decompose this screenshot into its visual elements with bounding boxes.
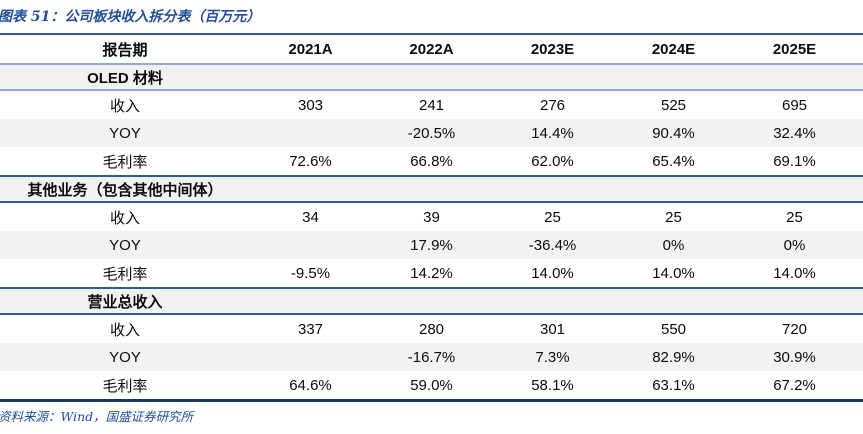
- table-row-other-gross-margin: 毛利率 -9.5% 14.2% 14.0% 14.0% 14.0%: [0, 259, 863, 287]
- header-year-2021a: 2021A: [288, 40, 333, 58]
- cell-value: 59.0%: [410, 376, 453, 394]
- row-label: 收入: [109, 209, 140, 227]
- cell-value: 62.0%: [531, 152, 574, 170]
- source-note: 资料来源：Wind，国盛证券研究所: [0, 409, 194, 424]
- cell-value: 39: [423, 208, 440, 226]
- cell-value: 58.1%: [531, 376, 574, 394]
- cell-value: 280: [418, 320, 445, 338]
- cell-value: -9.5%: [290, 264, 331, 282]
- cell-value: 337: [297, 320, 324, 338]
- cell-value: 64.6%: [289, 376, 332, 394]
- cell-value: 301: [539, 320, 566, 338]
- cell-value: 67.2%: [773, 376, 816, 394]
- report-figure: 图表 51：公司板块收入拆分表（百万元） 报告期 2021A 2022A 202…: [0, 6, 863, 425]
- cell-value: 14.0%: [652, 264, 695, 282]
- cell-value: 66.8%: [410, 152, 453, 170]
- section-row-oled-materials: OLED 材料: [0, 63, 863, 91]
- cell-value: -20.5%: [407, 124, 456, 142]
- row-label: 收入: [109, 321, 140, 339]
- cell-value: 0%: [783, 236, 806, 254]
- section-row-other-business: 其他业务（包含其他中间体）: [0, 175, 863, 203]
- header-year-2022a: 2022A: [409, 40, 454, 58]
- header-year-2025e: 2025E: [772, 40, 817, 58]
- cell-value: 82.9%: [652, 348, 695, 366]
- header-year-2023e: 2023E: [530, 40, 575, 58]
- section-title: 其他业务（包含其他中间体）: [27, 181, 223, 199]
- cell-value: 90.4%: [652, 124, 695, 142]
- table-row-other-revenue: 收入 34 39 25 25 25: [0, 203, 863, 231]
- cell-value: 34: [302, 208, 319, 226]
- row-label: YOY: [109, 348, 141, 366]
- cell-value: 69.1%: [773, 152, 816, 170]
- header-report-period: 报告期: [102, 41, 148, 59]
- cell-value: 14.0%: [773, 264, 816, 282]
- row-label: YOY: [109, 124, 141, 142]
- section-title: OLED 材料: [87, 69, 163, 87]
- cell-value: 14.0%: [531, 264, 574, 282]
- revenue-breakdown-table: 报告期 2021A 2022A 2023E 2024E 2025E OLED 材…: [0, 33, 863, 402]
- cell-value: 695: [781, 96, 808, 114]
- table-row-total-revenue-value: 收入 337 280 301 550 720: [0, 315, 863, 343]
- table-row-oled-gross-margin: 毛利率 72.6% 66.8% 62.0% 65.4% 69.1%: [0, 147, 863, 175]
- cell-value: 17.9%: [410, 236, 453, 254]
- cell-value: 303: [297, 96, 324, 114]
- table-row-total-gross-margin: 毛利率 64.6% 59.0% 58.1% 63.1% 67.2%: [0, 371, 863, 399]
- row-label: 毛利率: [102, 265, 148, 283]
- cell-value: 525: [660, 96, 687, 114]
- row-label: 毛利率: [102, 377, 148, 395]
- row-label: 毛利率: [102, 153, 148, 171]
- section-row-total-revenue: 营业总收入: [0, 287, 863, 315]
- cell-value: 32.4%: [773, 124, 816, 142]
- cell-value: 65.4%: [652, 152, 695, 170]
- row-label: YOY: [109, 236, 141, 254]
- cell-value: 550: [660, 320, 687, 338]
- cell-value: 72.6%: [289, 152, 332, 170]
- cell-value: 14.2%: [410, 264, 453, 282]
- cell-value: 14.4%: [531, 124, 574, 142]
- cell-value: 30.9%: [773, 348, 816, 366]
- table-row-other-yoy: YOY 17.9% -36.4% 0% 0%: [0, 231, 863, 259]
- cell-value: 25: [665, 208, 682, 226]
- cell-value: 276: [539, 96, 566, 114]
- header-year-2024e: 2024E: [651, 40, 696, 58]
- table-row-total-yoy: YOY -16.7% 7.3% 82.9% 30.9%: [0, 343, 863, 371]
- table-header-row: 报告期 2021A 2022A 2023E 2024E 2025E: [0, 35, 863, 63]
- cell-value: 720: [781, 320, 808, 338]
- cell-value: 63.1%: [652, 376, 695, 394]
- section-title: 营业总收入: [87, 293, 163, 311]
- cell-value: -36.4%: [528, 236, 577, 254]
- cell-value: 25: [786, 208, 803, 226]
- cell-value: 241: [418, 96, 445, 114]
- row-label: 收入: [109, 97, 140, 115]
- cell-value: 25: [544, 208, 561, 226]
- cell-value: 0%: [662, 236, 685, 254]
- cell-value: 7.3%: [535, 348, 570, 366]
- figure-title: 图表 51：公司板块收入拆分表（百万元）: [0, 9, 261, 25]
- cell-value: -16.7%: [407, 348, 456, 366]
- table-row-oled-revenue: 收入 303 241 276 525 695: [0, 91, 863, 119]
- table-row-oled-yoy: YOY -20.5% 14.4% 90.4% 32.4%: [0, 119, 863, 147]
